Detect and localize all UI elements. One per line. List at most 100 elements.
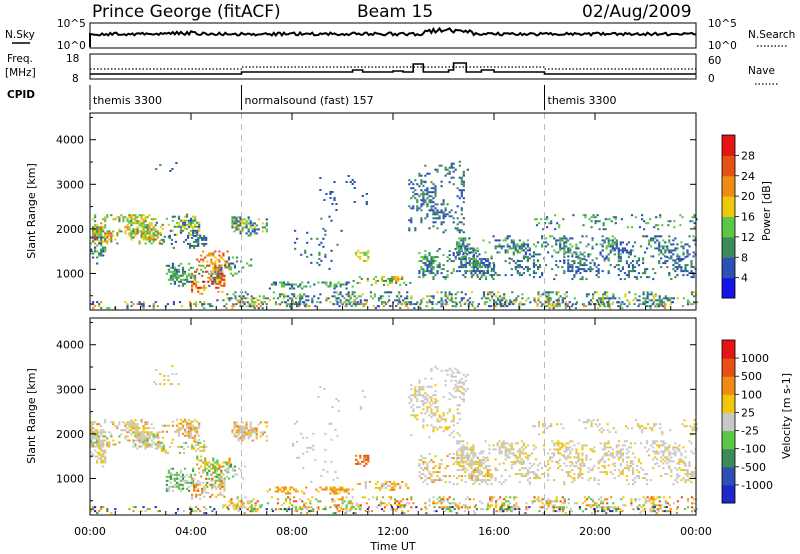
- heatmap-cell: [355, 251, 358, 254]
- heatmap-cell: [188, 272, 191, 275]
- heatmap-cell: [206, 463, 209, 466]
- heatmap-cell: [196, 430, 199, 433]
- y-tick-label: 2000: [56, 223, 84, 236]
- heatmap-cell: [297, 285, 300, 288]
- heatmap-cell: [446, 428, 449, 431]
- heatmap-cell: [130, 236, 133, 239]
- heatmap-cell: [438, 465, 441, 468]
- heatmap-cell: [575, 247, 578, 250]
- heatmap-cell: [359, 462, 362, 465]
- heatmap-cell: [144, 421, 147, 424]
- heatmap-cell: [567, 454, 570, 457]
- heatmap-cell: [452, 475, 455, 478]
- heatmap-cell: [652, 295, 655, 298]
- heatmap-cell: [251, 431, 254, 434]
- heatmap-cell: [201, 274, 204, 277]
- heatmap-cell: [221, 272, 224, 275]
- heatmap-cell: [516, 456, 519, 459]
- heatmap-cell: [416, 209, 419, 212]
- heatmap-cell: [96, 301, 99, 304]
- heatmap-cell: [358, 275, 361, 278]
- heatmap-cell: [653, 226, 656, 229]
- heatmap-cell: [418, 386, 421, 389]
- heatmap-cell: [181, 284, 185, 287]
- heatmap-cell: [169, 383, 172, 386]
- heatmap-cell: [462, 183, 465, 186]
- heatmap-cell: [460, 239, 463, 242]
- heatmap-cell: [686, 274, 689, 277]
- heatmap-cell: [480, 262, 483, 265]
- heatmap-cell: [188, 280, 191, 283]
- heatmap-cell: [673, 226, 676, 229]
- heatmap-cell: [522, 452, 525, 455]
- heatmap-cell: [223, 274, 226, 277]
- heatmap-cell: [191, 244, 194, 247]
- heatmap-cell: [430, 191, 433, 194]
- heatmap-cell: [251, 230, 254, 233]
- heatmap-cell: [171, 264, 174, 267]
- heatmap-cell: [100, 307, 103, 310]
- heatmap-cell: [532, 255, 536, 258]
- heatmap-cell: [239, 431, 242, 434]
- colorbar-swatch: [722, 257, 735, 279]
- heatmap-cell: [270, 283, 273, 286]
- heatmap-cell: [628, 301, 631, 304]
- heatmap-cell: [546, 301, 549, 304]
- heatmap-cell: [432, 500, 435, 503]
- heatmap-cell: [225, 260, 228, 263]
- heatmap-cell: [291, 297, 294, 300]
- heatmap-cell: [181, 473, 185, 476]
- heatmap-cell: [658, 243, 661, 246]
- heatmap-cell: [557, 266, 560, 269]
- heatmap-cell: [195, 489, 198, 492]
- colorbar-swatch: [722, 277, 735, 299]
- heatmap-cell: [228, 268, 231, 271]
- heatmap-cell: [408, 502, 411, 505]
- heatmap-cell: [156, 431, 159, 434]
- heatmap-cell: [464, 262, 467, 265]
- heatmap-cell: [577, 268, 580, 271]
- heatmap-cell: [460, 229, 463, 232]
- heatmap-cell: [389, 480, 392, 483]
- heatmap-cell: [693, 226, 696, 229]
- heatmap-cell: [667, 220, 670, 223]
- heatmap-cell: [216, 467, 219, 470]
- heatmap-cell: [389, 279, 392, 282]
- heatmap-cell: [192, 231, 195, 234]
- heatmap-cell: [426, 398, 429, 401]
- heatmap-cell: [430, 377, 433, 380]
- heatmap-cell: [579, 241, 582, 244]
- heatmap-cell: [581, 452, 584, 455]
- heatmap-cell: [324, 229, 327, 232]
- heatmap-cell: [446, 213, 449, 216]
- heatmap-cell: [124, 226, 127, 229]
- heatmap-cell: [223, 495, 226, 498]
- heatmap-cell: [192, 219, 195, 222]
- heatmap-cell: [601, 448, 604, 451]
- heatmap-cell: [430, 209, 433, 212]
- heatmap-cell: [282, 293, 286, 296]
- heatmap-cell: [339, 498, 342, 501]
- heatmap-cell: [293, 293, 296, 296]
- heatmap-cell: [573, 276, 576, 279]
- heatmap-cell: [474, 272, 477, 275]
- heatmap-cell: [524, 456, 527, 459]
- heatmap-cell: [181, 282, 185, 285]
- heatmap-cell: [157, 440, 160, 443]
- heatmap-cell: [555, 496, 558, 499]
- heatmap-cell: [132, 222, 135, 225]
- heatmap-cell: [100, 301, 103, 304]
- heatmap-cell: [585, 454, 588, 457]
- heatmap-cell: [268, 488, 271, 491]
- heatmap-cell: [444, 168, 447, 171]
- heatmap-cell: [460, 245, 463, 248]
- heatmap-cell: [134, 234, 137, 237]
- heatmap-cell: [182, 240, 186, 243]
- heatmap-cell: [175, 477, 179, 480]
- heatmap-cell: [136, 433, 139, 436]
- heatmap-cell: [235, 256, 239, 259]
- heatmap-cell: [563, 256, 566, 259]
- heatmap-cell: [198, 426, 201, 429]
- heatmap-cell: [188, 485, 191, 488]
- heatmap-cell: [474, 469, 477, 472]
